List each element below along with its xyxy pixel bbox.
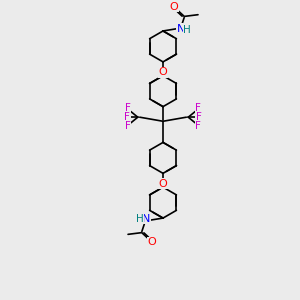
Text: O: O <box>148 238 157 248</box>
Text: H: H <box>183 25 191 35</box>
Text: O: O <box>169 2 178 12</box>
Text: O: O <box>159 67 167 77</box>
Text: O: O <box>159 178 167 189</box>
Text: F: F <box>196 112 202 122</box>
Text: H: H <box>136 214 144 224</box>
Text: F: F <box>125 121 131 131</box>
Text: F: F <box>124 112 130 122</box>
Text: F: F <box>195 103 201 113</box>
Text: F: F <box>125 103 131 113</box>
Text: F: F <box>195 121 201 131</box>
Text: N: N <box>142 214 150 224</box>
Text: N: N <box>177 23 185 34</box>
